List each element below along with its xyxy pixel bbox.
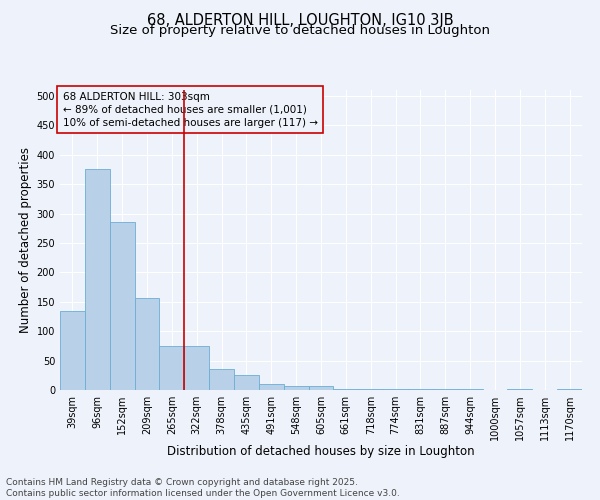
Bar [284, 386, 308, 390]
Bar [458, 389, 482, 390]
Bar [408, 389, 433, 390]
Text: 68 ALDERTON HILL: 303sqm
← 89% of detached houses are smaller (1,001)
10% of sem: 68 ALDERTON HILL: 303sqm ← 89% of detach… [62, 92, 317, 128]
Bar [308, 386, 334, 390]
Text: Contains HM Land Registry data © Crown copyright and database right 2025.
Contai: Contains HM Land Registry data © Crown c… [6, 478, 400, 498]
Bar [259, 384, 284, 390]
Bar [209, 370, 234, 390]
X-axis label: Distribution of detached houses by size in Loughton: Distribution of detached houses by size … [167, 444, 475, 458]
Bar [234, 376, 259, 390]
Bar [184, 346, 209, 390]
Bar [557, 389, 582, 390]
Y-axis label: Number of detached properties: Number of detached properties [19, 147, 32, 333]
Bar [433, 389, 458, 390]
Text: 68, ALDERTON HILL, LOUGHTON, IG10 3JB: 68, ALDERTON HILL, LOUGHTON, IG10 3JB [146, 12, 454, 28]
Text: Size of property relative to detached houses in Loughton: Size of property relative to detached ho… [110, 24, 490, 37]
Bar [60, 310, 85, 390]
Bar [334, 389, 358, 390]
Bar [383, 389, 408, 390]
Bar [358, 389, 383, 390]
Bar [110, 222, 134, 390]
Bar [134, 298, 160, 390]
Bar [160, 346, 184, 390]
Bar [85, 170, 110, 390]
